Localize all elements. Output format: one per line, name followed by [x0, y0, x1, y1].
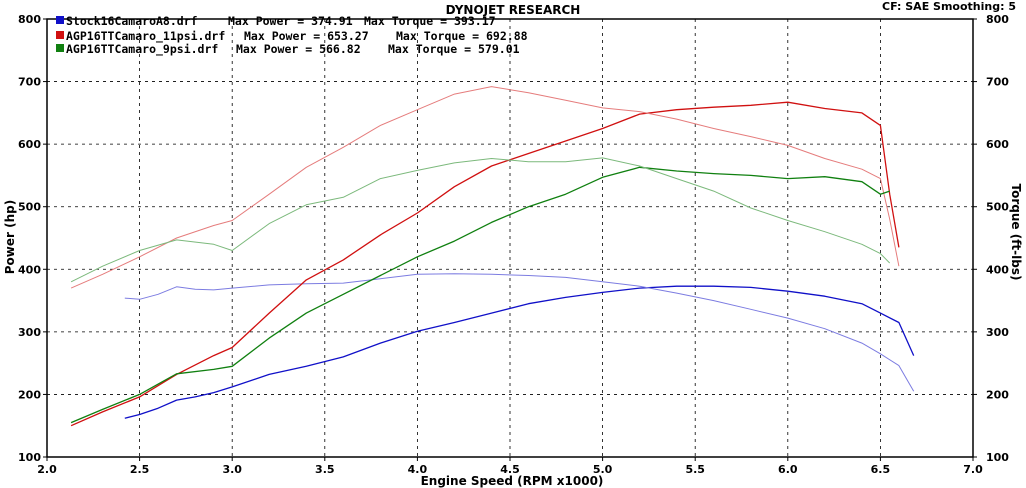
legend-swatch-11psi	[56, 31, 64, 39]
y-tick-label-right: 500	[986, 201, 1009, 214]
legend-file-11psi: AGP16TTCamaro_11psi.drf	[66, 29, 225, 44]
y-axis-label-right: Torque (ft-lbs)	[1009, 184, 1023, 281]
torque-line-stock16camaroa8-drf	[124, 273, 915, 392]
series-lines	[70, 86, 915, 427]
legend-torque-11psi: Max Torque = 692.88	[396, 29, 528, 43]
y-tick-label-right: 200	[986, 388, 1009, 401]
x-tick-label: 6.0	[778, 463, 798, 476]
legend-power-9psi: Max Power = 566.82	[236, 42, 361, 56]
torque-line-agp16ttcamaro-11psi-drf	[70, 86, 900, 289]
torque-line-agp16ttcamaro-9psi-drf	[70, 157, 891, 283]
x-tick-label: 6.5	[871, 463, 891, 476]
legend-power-11psi: Max Power = 653.27	[244, 29, 369, 43]
chart-title: DYNOJET RESEARCH	[446, 3, 581, 17]
y-tick-label-left: 600	[18, 138, 41, 151]
power-line-stock16camaroa8-drf	[124, 285, 915, 419]
x-tick-label: 3.5	[315, 463, 335, 476]
legend-file-9psi: AGP16TTCamaro_9psi.drf	[66, 42, 218, 57]
y-tick-label-right: 600	[986, 138, 1009, 151]
x-tick-label: 5.0	[593, 463, 613, 476]
legend-swatch-9psi	[56, 44, 64, 52]
legend: Stock16CamaroA8.drf Max Power = 374.91 M…	[56, 14, 528, 57]
y-tick-label-left: 200	[18, 388, 41, 401]
x-tick-label: 5.5	[685, 463, 705, 476]
x-tick-label: 2.0	[37, 463, 57, 476]
x-tick-label: 4.5	[500, 463, 520, 476]
x-tick-label: 4.0	[408, 463, 428, 476]
x-tick-label: 3.0	[222, 463, 242, 476]
y-axis-label-left: Power (hp)	[3, 200, 17, 274]
x-axis-label: Engine Speed (RPM x1000)	[421, 474, 604, 488]
y-tick-label-right: 100	[986, 451, 1009, 464]
y-tick-label-left: 300	[18, 326, 41, 339]
y-tick-label-right: 700	[986, 76, 1009, 89]
grid	[47, 19, 973, 457]
legend-swatch-stock	[56, 16, 64, 24]
legend-torque-stock: Max Torque = 393.17	[364, 14, 496, 28]
y-tick-label-left: 700	[18, 76, 41, 89]
y-tick-label-left: 400	[18, 263, 41, 276]
y-tick-label-right: 400	[986, 263, 1009, 276]
legend-power-stock: Max Power = 374.91	[228, 14, 353, 28]
power-line-agp16ttcamaro-9psi-drf	[70, 166, 890, 424]
legend-torque-9psi: Max Torque = 579.01	[388, 42, 520, 56]
y-tick-label-left: 500	[18, 201, 41, 214]
y-tick-label-left: 800	[18, 13, 41, 26]
y-tick-label-right: 300	[986, 326, 1009, 339]
legend-file-stock: Stock16CamaroA8.drf	[66, 14, 198, 28]
y-tick-label-right: 800	[986, 13, 1009, 26]
y-tick-label-left: 100	[18, 451, 41, 464]
settings-info: CF: SAE Smoothing: 5	[882, 0, 1016, 13]
x-tick-label: 2.5	[130, 463, 150, 476]
power-line-agp16ttcamaro-11psi-drf	[70, 101, 900, 427]
x-tick-label: 7.0	[963, 463, 983, 476]
